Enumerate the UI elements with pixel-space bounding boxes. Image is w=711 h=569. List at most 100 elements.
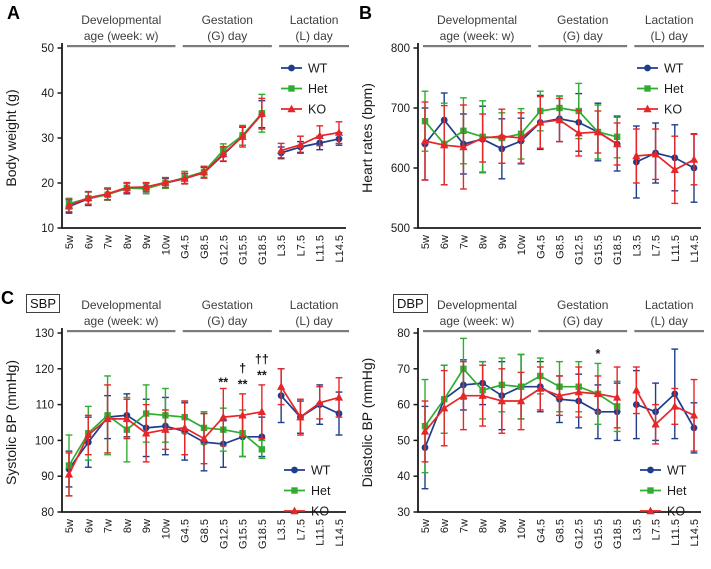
x-tick-label: 6w xyxy=(83,235,95,249)
legend-label: Het xyxy=(664,82,684,96)
data-point xyxy=(651,149,660,158)
group-header-line1: Developmental xyxy=(81,298,161,312)
data-point xyxy=(651,419,660,428)
legend: WT Het KO xyxy=(637,62,684,117)
group-header-bar xyxy=(538,330,628,333)
y-axis-title: Systolic BP (mmHg) xyxy=(3,360,19,485)
data-point xyxy=(277,382,286,390)
x-tick-label: L11.5 xyxy=(670,519,682,546)
data-point xyxy=(670,401,679,410)
group-header-bar xyxy=(67,45,176,48)
data-point xyxy=(288,85,295,92)
data-point xyxy=(334,128,344,136)
x-tick-label: 7w xyxy=(458,235,470,249)
data-point xyxy=(632,385,641,394)
data-point xyxy=(644,64,651,72)
y-tick-label: 70 xyxy=(397,364,410,376)
legend-label: Het xyxy=(667,484,687,498)
group-header-bar xyxy=(279,330,349,333)
group-headers: Developmental age (week: w) Gestation (G) d… xyxy=(67,298,349,333)
x-tick-label: 10w xyxy=(516,235,528,255)
systolic-bp-chart: Developmental age (week: w) Gestation (G) d… xyxy=(3,298,349,549)
data-point xyxy=(574,128,583,137)
legend: WT Het KO xyxy=(640,464,687,519)
data-point xyxy=(122,414,131,423)
group-header-line2: (L) day xyxy=(295,29,332,43)
y-tick-label: 80 xyxy=(41,507,54,519)
legend-label: Het xyxy=(311,484,331,498)
group-headers: Developmental age (week: w) Gestation (G) d… xyxy=(423,298,704,333)
data-point xyxy=(199,434,209,442)
axes: 30 40 50 60 70 80 5w 6w 7w 8w 9w 10w G4.5 G8.5 G12.5 G1… xyxy=(359,328,701,549)
data-point xyxy=(334,393,344,401)
data-point xyxy=(647,487,654,494)
x-tick-label: 5w xyxy=(64,235,76,249)
x-tick-label: 6w xyxy=(83,519,95,533)
series-line xyxy=(68,112,263,205)
data-point xyxy=(516,133,526,142)
data-point xyxy=(84,430,93,439)
heart-rates-chart: Developmental age (week: w) Gestation (G) d… xyxy=(359,13,704,265)
y-tick-label: 130 xyxy=(35,328,54,340)
data-point xyxy=(288,64,295,72)
x-tick-label: L11.5 xyxy=(315,519,327,546)
data-point xyxy=(238,132,247,140)
panel-b: B Developmental age (week: w) Gestation (G)… xyxy=(356,0,711,285)
y-tick-label: 40 xyxy=(41,88,54,100)
data-point xyxy=(593,389,603,398)
legend-label: WT xyxy=(308,62,328,76)
group-header-bar xyxy=(634,45,704,48)
data-point xyxy=(277,146,286,154)
data-point xyxy=(287,104,296,113)
series-Het xyxy=(65,93,266,210)
group-header-line2: (G) day xyxy=(207,29,247,43)
data-point xyxy=(613,393,622,401)
y-tick-label: 60 xyxy=(397,400,410,412)
group-header-line1: Lactation xyxy=(645,13,694,27)
y-tick-label: 50 xyxy=(41,43,54,55)
y-tick-label: 800 xyxy=(391,43,410,55)
panel-a-label: A xyxy=(7,3,20,23)
x-tick-label: 9w xyxy=(497,235,509,249)
x-tick-label: 7w xyxy=(103,235,115,249)
group-headers: Developmental age (week: w) Gestation (G) d… xyxy=(423,13,704,48)
annotations: * xyxy=(595,347,600,361)
legend: WT Het KO xyxy=(284,464,331,519)
data-point xyxy=(161,425,170,433)
data-point xyxy=(142,428,151,437)
x-tick-label: 10w xyxy=(160,235,172,255)
legend-label: KO xyxy=(664,103,682,117)
x-tick-label: 10w xyxy=(160,519,172,539)
axes: 80 90 100 110 120 130 5w 6w 7w 8w 9w 10w G4.5 G8.5 G12… xyxy=(3,328,346,549)
y-tick-label: 90 xyxy=(41,471,54,483)
significance-marker: †† xyxy=(255,352,269,366)
data-point xyxy=(122,183,131,191)
diastolic-bp-chart: Developmental age (week: w) Gestation (G) d… xyxy=(359,298,704,549)
data-point xyxy=(290,506,299,515)
data-point xyxy=(459,142,468,151)
group-header-line2: (L) day xyxy=(650,29,687,43)
data-point xyxy=(574,387,583,396)
data-point xyxy=(296,412,305,421)
data-point xyxy=(516,396,526,405)
group-header-bar xyxy=(634,330,704,333)
data-point xyxy=(257,407,266,415)
data-point xyxy=(291,466,298,474)
axes: 500 600 700 800 5w 6w 7w 8w 9w 10w G4.5 G8.5 G12.5 G1… xyxy=(359,43,701,265)
data-point xyxy=(180,174,189,182)
data-point xyxy=(219,149,228,157)
x-tick-label: L7.5 xyxy=(651,519,663,540)
annotations: ** † ** †† ** xyxy=(218,352,268,391)
y-tick-label: 20 xyxy=(41,178,54,190)
significance-marker: † xyxy=(239,361,246,375)
legend-label: WT xyxy=(667,464,687,478)
y-axis-title: Diastolic BP (mmHg) xyxy=(359,358,375,488)
panel-c-dbp: DBP Developmental age (week: w) Gestation (… xyxy=(356,285,711,569)
x-tick-label: L3.5 xyxy=(631,519,643,540)
group-header-bar xyxy=(423,45,532,48)
y-axis-title: Heart rates (bpm) xyxy=(359,83,375,193)
x-tick-label: G4.5 xyxy=(535,519,547,543)
group-header-line2: (G) day xyxy=(563,29,603,43)
y-tick-label: 50 xyxy=(397,435,410,447)
legend: WT Het KO xyxy=(281,62,328,117)
